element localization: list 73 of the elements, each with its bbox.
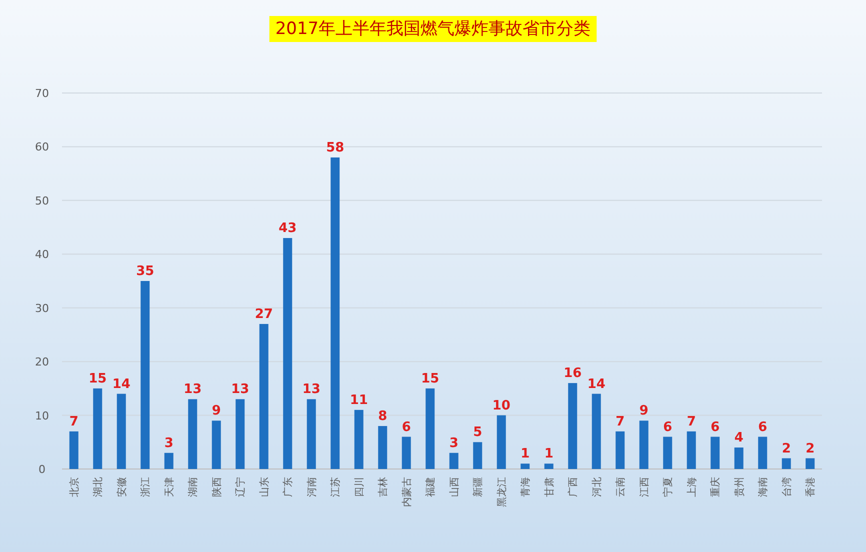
data-label: 58 [326, 140, 344, 156]
x-tick-label: 内蒙古 [400, 477, 413, 507]
data-label: 6 [710, 420, 720, 435]
x-tick-label: 陕西 [210, 477, 223, 497]
x-tick-label: 天津 [163, 477, 176, 497]
x-tick-label: 山东 [258, 477, 270, 497]
data-label: 6 [758, 420, 768, 435]
data-label: 15 [88, 371, 107, 386]
x-tick-label: 黑龙江 [496, 477, 508, 507]
data-label: 3 [449, 436, 458, 451]
y-tick-label: 10 [35, 409, 49, 422]
data-label: 1 [520, 446, 530, 462]
data-label: 11 [350, 392, 368, 408]
chart-title: 2017年上半年我国燃气爆炸事故省市分类 [275, 19, 591, 39]
x-tick-label: 河北 [590, 477, 603, 497]
x-tick-label: 安徽 [116, 477, 128, 497]
data-label: 5 [473, 425, 482, 440]
x-tick-label: 海南 [757, 477, 770, 497]
data-label: 3 [164, 436, 174, 451]
data-label: 9 [212, 404, 221, 419]
x-tick-label: 吉林 [377, 477, 390, 497]
x-tick-label: 北京 [68, 477, 80, 497]
data-label: 6 [402, 420, 411, 435]
x-tick-label: 香港 [804, 477, 817, 497]
data-label: 2 [806, 441, 815, 456]
y-tick-label: 30 [35, 302, 49, 315]
x-tick-label: 河南 [306, 477, 318, 497]
data-label: 13 [184, 382, 202, 398]
x-tick-label: 辽宁 [234, 477, 247, 497]
x-tick-label: 宁夏 [662, 477, 674, 497]
data-label: 13 [302, 382, 320, 398]
x-tick-label: 云南 [614, 477, 627, 497]
data-label: 13 [231, 382, 250, 398]
x-tick-label: 江苏 [330, 477, 342, 497]
data-label: 7 [686, 414, 696, 430]
x-tick-label: 甘肃 [543, 477, 556, 497]
data-label: 14 [112, 376, 130, 392]
data-label: 6 [663, 420, 672, 435]
y-tick-label: 70 [35, 87, 49, 100]
x-tick-label: 广东 [282, 477, 294, 497]
data-label: 35 [136, 264, 154, 279]
data-label: 16 [564, 366, 582, 382]
data-label: 1 [544, 446, 554, 462]
data-label: 10 [492, 398, 510, 414]
x-tick-label: 台湾 [780, 477, 793, 497]
x-tick-label: 重庆 [710, 477, 722, 497]
data-label: 14 [587, 376, 606, 392]
y-tick-label: 60 [35, 140, 49, 154]
data-label: 4 [734, 430, 744, 446]
y-tick-label: 40 [35, 248, 49, 262]
x-tick-label: 山西 [448, 477, 460, 497]
data-label: 15 [421, 371, 440, 386]
x-tick-label: 上海 [686, 477, 698, 497]
data-label: 27 [254, 306, 273, 322]
y-tick-label: 50 [35, 194, 49, 208]
x-tick-label: 广西 [567, 477, 580, 497]
x-tick-label: 四川 [353, 477, 366, 497]
x-tick-label: 贵州 [733, 477, 746, 497]
x-tick-label: 浙江 [140, 477, 152, 497]
data-label: 9 [639, 404, 648, 419]
data-label: 7 [616, 414, 625, 430]
x-tick-label: 湖南 [187, 477, 200, 497]
data-label: 43 [278, 221, 297, 236]
y-tick-label: 20 [35, 356, 49, 369]
x-tick-label: 青海 [520, 477, 532, 497]
data-label: 8 [378, 409, 388, 424]
x-tick-label: 湖北 [92, 477, 104, 497]
y-tick-label: 0 [38, 463, 46, 476]
data-label: 2 [782, 441, 791, 456]
x-tick-label: 福建 [424, 477, 437, 497]
data-label: 7 [69, 414, 78, 430]
x-tick-label: 江西 [638, 477, 650, 497]
x-tick-label: 新疆 [472, 477, 484, 497]
